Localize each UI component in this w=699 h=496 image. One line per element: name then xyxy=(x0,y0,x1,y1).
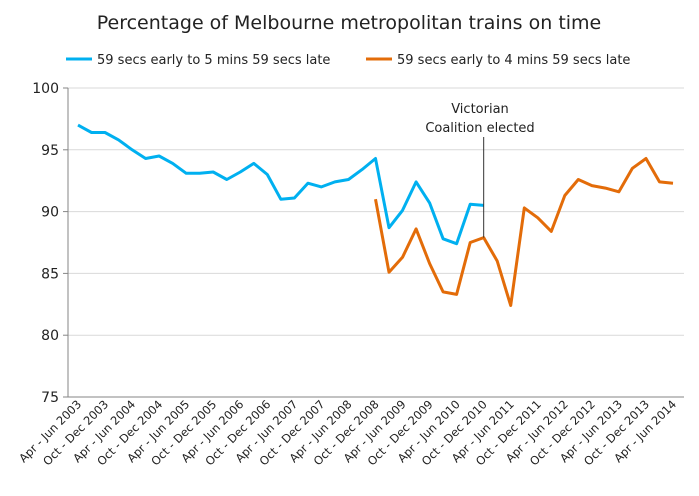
legend-label-series-1: 59 secs early to 5 mins 59 secs late xyxy=(97,53,330,68)
legend-label-series-2: 59 secs early to 4 mins 59 secs late xyxy=(397,53,630,68)
y-tick-label: 80 xyxy=(41,328,59,344)
annotation-text-line-1: Victorian xyxy=(451,102,509,117)
y-tick-label: 90 xyxy=(41,205,59,221)
series-line-2 xyxy=(374,157,674,307)
series-line-1 xyxy=(77,123,484,246)
y-tick-label: 85 xyxy=(41,266,59,282)
y-tick-label: 95 xyxy=(41,143,59,159)
annotation-text-line-2: Coalition elected xyxy=(425,121,534,136)
y-tick-label: 100 xyxy=(32,81,59,97)
chart-title: Percentage of Melbourne metropolitan tra… xyxy=(97,12,602,34)
y-tick-label: 75 xyxy=(41,390,59,406)
annotation: Victorian Coalition elected xyxy=(425,102,535,238)
legend: 59 secs early to 5 mins 59 secs late 59 … xyxy=(66,53,630,68)
